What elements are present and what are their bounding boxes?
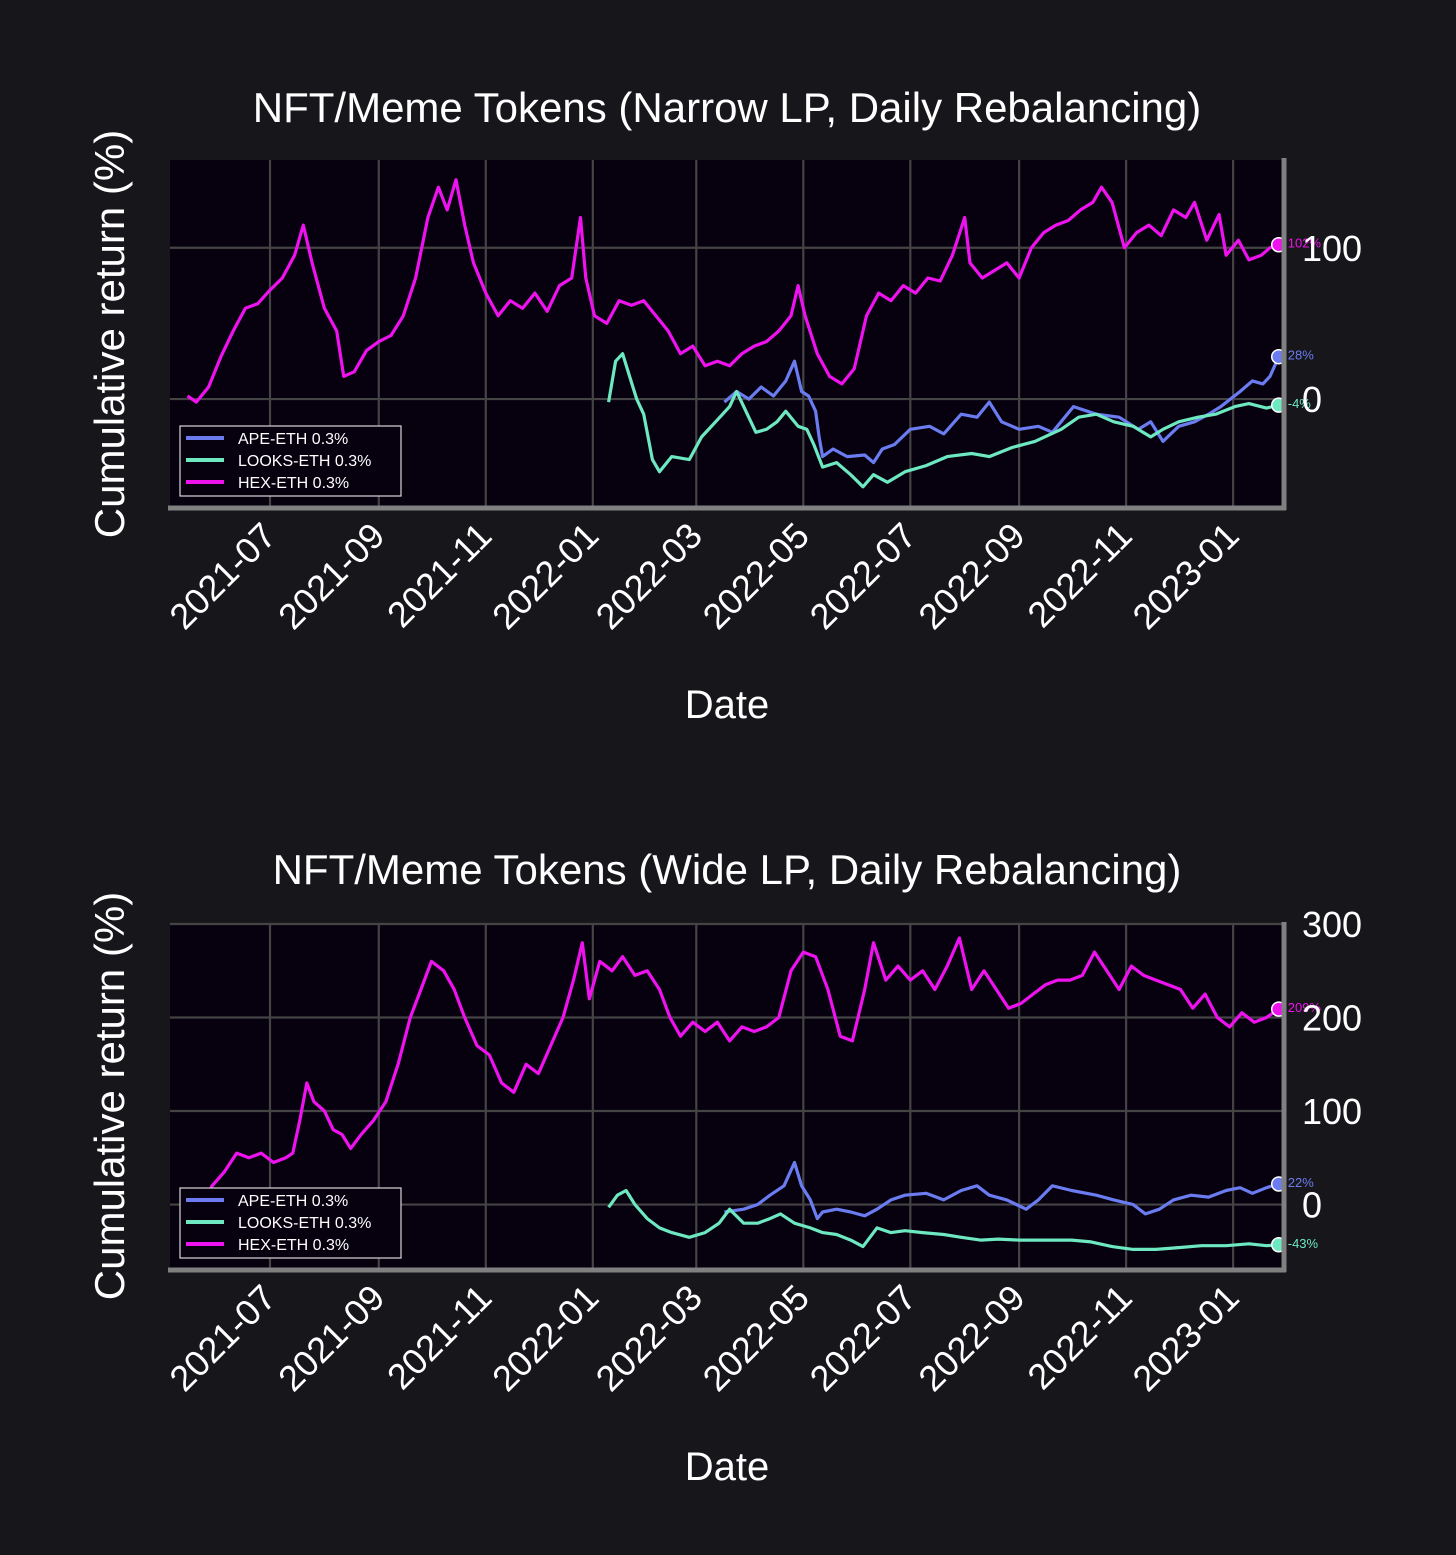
x-axis-label: Date [685, 683, 770, 727]
chart-title: NFT/Meme Tokens (Narrow LP, Daily Rebala… [253, 84, 1201, 131]
y-axis-label: Cumulative return (%) [86, 892, 133, 1300]
y-tick-label: 0 [1302, 379, 1322, 420]
series-lines [186, 936, 1280, 1252]
legend-label-looks: LOOKS-ETH 0.3% [238, 1215, 371, 1232]
y-tick-label: 0 [1302, 1185, 1322, 1226]
end-label-looks-eth: -43% [1288, 1236, 1319, 1251]
legend-label-ape: APE-ETH 0.3% [238, 431, 348, 448]
series-line-hex-eth [186, 178, 1280, 404]
x-axis-label: Date [685, 1445, 770, 1489]
legend-label-hex: HEX-ETH 0.3% [238, 475, 349, 492]
y-tick-label: 300 [1302, 904, 1362, 945]
series-lines [186, 178, 1281, 489]
y-tick-label: 200 [1302, 998, 1362, 1039]
y-tick-label: 100 [1302, 228, 1362, 269]
legend-label-ape: APE-ETH 0.3% [238, 1193, 348, 1210]
legend-label-hex: HEX-ETH 0.3% [238, 1237, 349, 1254]
chart-title: NFT/Meme Tokens (Wide LP, Daily Rebalanc… [273, 846, 1182, 893]
y-axis-label: Cumulative return (%) [86, 130, 133, 538]
legend: APE-ETH 0.3% LOOKS-ETH 0.3% HEX-ETH 0.3% [179, 425, 402, 497]
series-line-hex-eth [186, 936, 1280, 1216]
end-label-hex-eth: 102% [1288, 236, 1322, 251]
y-tick-label: 100 [1302, 1091, 1362, 1132]
legend-label-looks: LOOKS-ETH 0.3% [238, 453, 371, 470]
legend: APE-ETH 0.3% LOOKS-ETH 0.3% HEX-ETH 0.3% [179, 1187, 402, 1259]
end-label-ape-eth: 28% [1288, 348, 1314, 363]
end-label-ape-eth: 22% [1288, 1175, 1314, 1190]
series-line-looks-eth [607, 352, 1280, 489]
y-tick-labels: 0 100 [1302, 228, 1362, 420]
series-line-ape-eth [724, 1160, 1280, 1221]
end-label-looks-eth: -4% [1288, 396, 1312, 411]
series-line-looks-eth [607, 1188, 1279, 1252]
y-tick-labels: 0 100 200 300 [1302, 904, 1362, 1226]
series-line-ape-eth [723, 356, 1281, 465]
end-label-hex-eth: 209% [1288, 1000, 1322, 1015]
